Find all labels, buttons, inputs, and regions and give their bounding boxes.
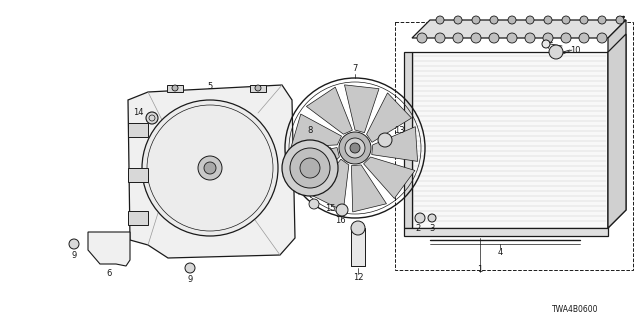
Text: 10: 10 — [570, 45, 580, 54]
Polygon shape — [312, 159, 349, 211]
Circle shape — [508, 16, 516, 24]
Polygon shape — [608, 20, 626, 228]
Text: 14: 14 — [132, 108, 143, 116]
Circle shape — [309, 199, 319, 209]
Circle shape — [580, 16, 588, 24]
Text: 9: 9 — [188, 276, 193, 284]
Circle shape — [378, 133, 392, 147]
Text: Fr.: Fr. — [597, 23, 611, 33]
Circle shape — [543, 33, 553, 43]
Polygon shape — [351, 165, 387, 212]
Circle shape — [336, 204, 348, 216]
Circle shape — [542, 40, 550, 48]
Circle shape — [428, 214, 436, 222]
Text: 4: 4 — [497, 247, 502, 257]
Polygon shape — [128, 168, 148, 182]
Circle shape — [561, 33, 571, 43]
Circle shape — [198, 156, 222, 180]
Polygon shape — [404, 52, 412, 228]
Circle shape — [579, 33, 589, 43]
Circle shape — [544, 16, 552, 24]
Text: 8: 8 — [307, 125, 313, 134]
Text: 11: 11 — [543, 36, 553, 44]
Circle shape — [417, 33, 427, 43]
Text: 9: 9 — [72, 252, 77, 260]
Circle shape — [282, 140, 338, 196]
Circle shape — [185, 263, 195, 273]
Circle shape — [436, 16, 444, 24]
Polygon shape — [307, 87, 353, 134]
Circle shape — [525, 33, 535, 43]
Polygon shape — [404, 228, 608, 236]
Polygon shape — [372, 127, 417, 161]
Circle shape — [142, 100, 278, 236]
Circle shape — [345, 138, 365, 158]
Circle shape — [415, 213, 425, 223]
Text: 1: 1 — [477, 266, 483, 275]
Circle shape — [146, 112, 158, 124]
Circle shape — [526, 16, 534, 24]
Polygon shape — [167, 85, 183, 92]
Polygon shape — [128, 211, 148, 225]
Circle shape — [69, 239, 79, 249]
Polygon shape — [367, 93, 412, 142]
Circle shape — [255, 85, 261, 91]
Circle shape — [598, 16, 606, 24]
Text: 15: 15 — [324, 204, 335, 212]
Circle shape — [339, 132, 371, 164]
Circle shape — [454, 16, 462, 24]
Circle shape — [204, 162, 216, 174]
Text: 2: 2 — [415, 223, 420, 233]
Text: 12: 12 — [353, 274, 364, 283]
Polygon shape — [128, 85, 295, 258]
Text: 6: 6 — [106, 269, 112, 278]
Circle shape — [549, 45, 563, 59]
Polygon shape — [412, 20, 626, 38]
Circle shape — [616, 16, 624, 24]
Circle shape — [490, 16, 498, 24]
Polygon shape — [608, 34, 626, 228]
Polygon shape — [292, 148, 339, 189]
Text: 7: 7 — [352, 63, 358, 73]
Circle shape — [172, 85, 178, 91]
Circle shape — [351, 221, 365, 235]
Circle shape — [350, 143, 360, 153]
Circle shape — [290, 148, 330, 188]
Polygon shape — [128, 123, 148, 137]
Circle shape — [472, 16, 480, 24]
Text: 5: 5 — [207, 82, 212, 91]
Text: TWA4B0600: TWA4B0600 — [552, 306, 598, 315]
Polygon shape — [344, 85, 379, 133]
Circle shape — [435, 33, 445, 43]
Text: 16: 16 — [335, 215, 346, 225]
Polygon shape — [88, 232, 130, 266]
Circle shape — [471, 33, 481, 43]
Text: 3: 3 — [429, 223, 435, 233]
Circle shape — [489, 33, 499, 43]
Polygon shape — [412, 52, 608, 228]
Text: 13: 13 — [394, 125, 404, 134]
Polygon shape — [291, 114, 342, 148]
Circle shape — [453, 33, 463, 43]
Bar — [351, 228, 365, 266]
Circle shape — [507, 33, 517, 43]
Polygon shape — [250, 85, 266, 92]
Circle shape — [300, 158, 320, 178]
Circle shape — [562, 16, 570, 24]
Circle shape — [597, 33, 607, 43]
Bar — [395, 22, 633, 270]
Polygon shape — [364, 157, 415, 198]
